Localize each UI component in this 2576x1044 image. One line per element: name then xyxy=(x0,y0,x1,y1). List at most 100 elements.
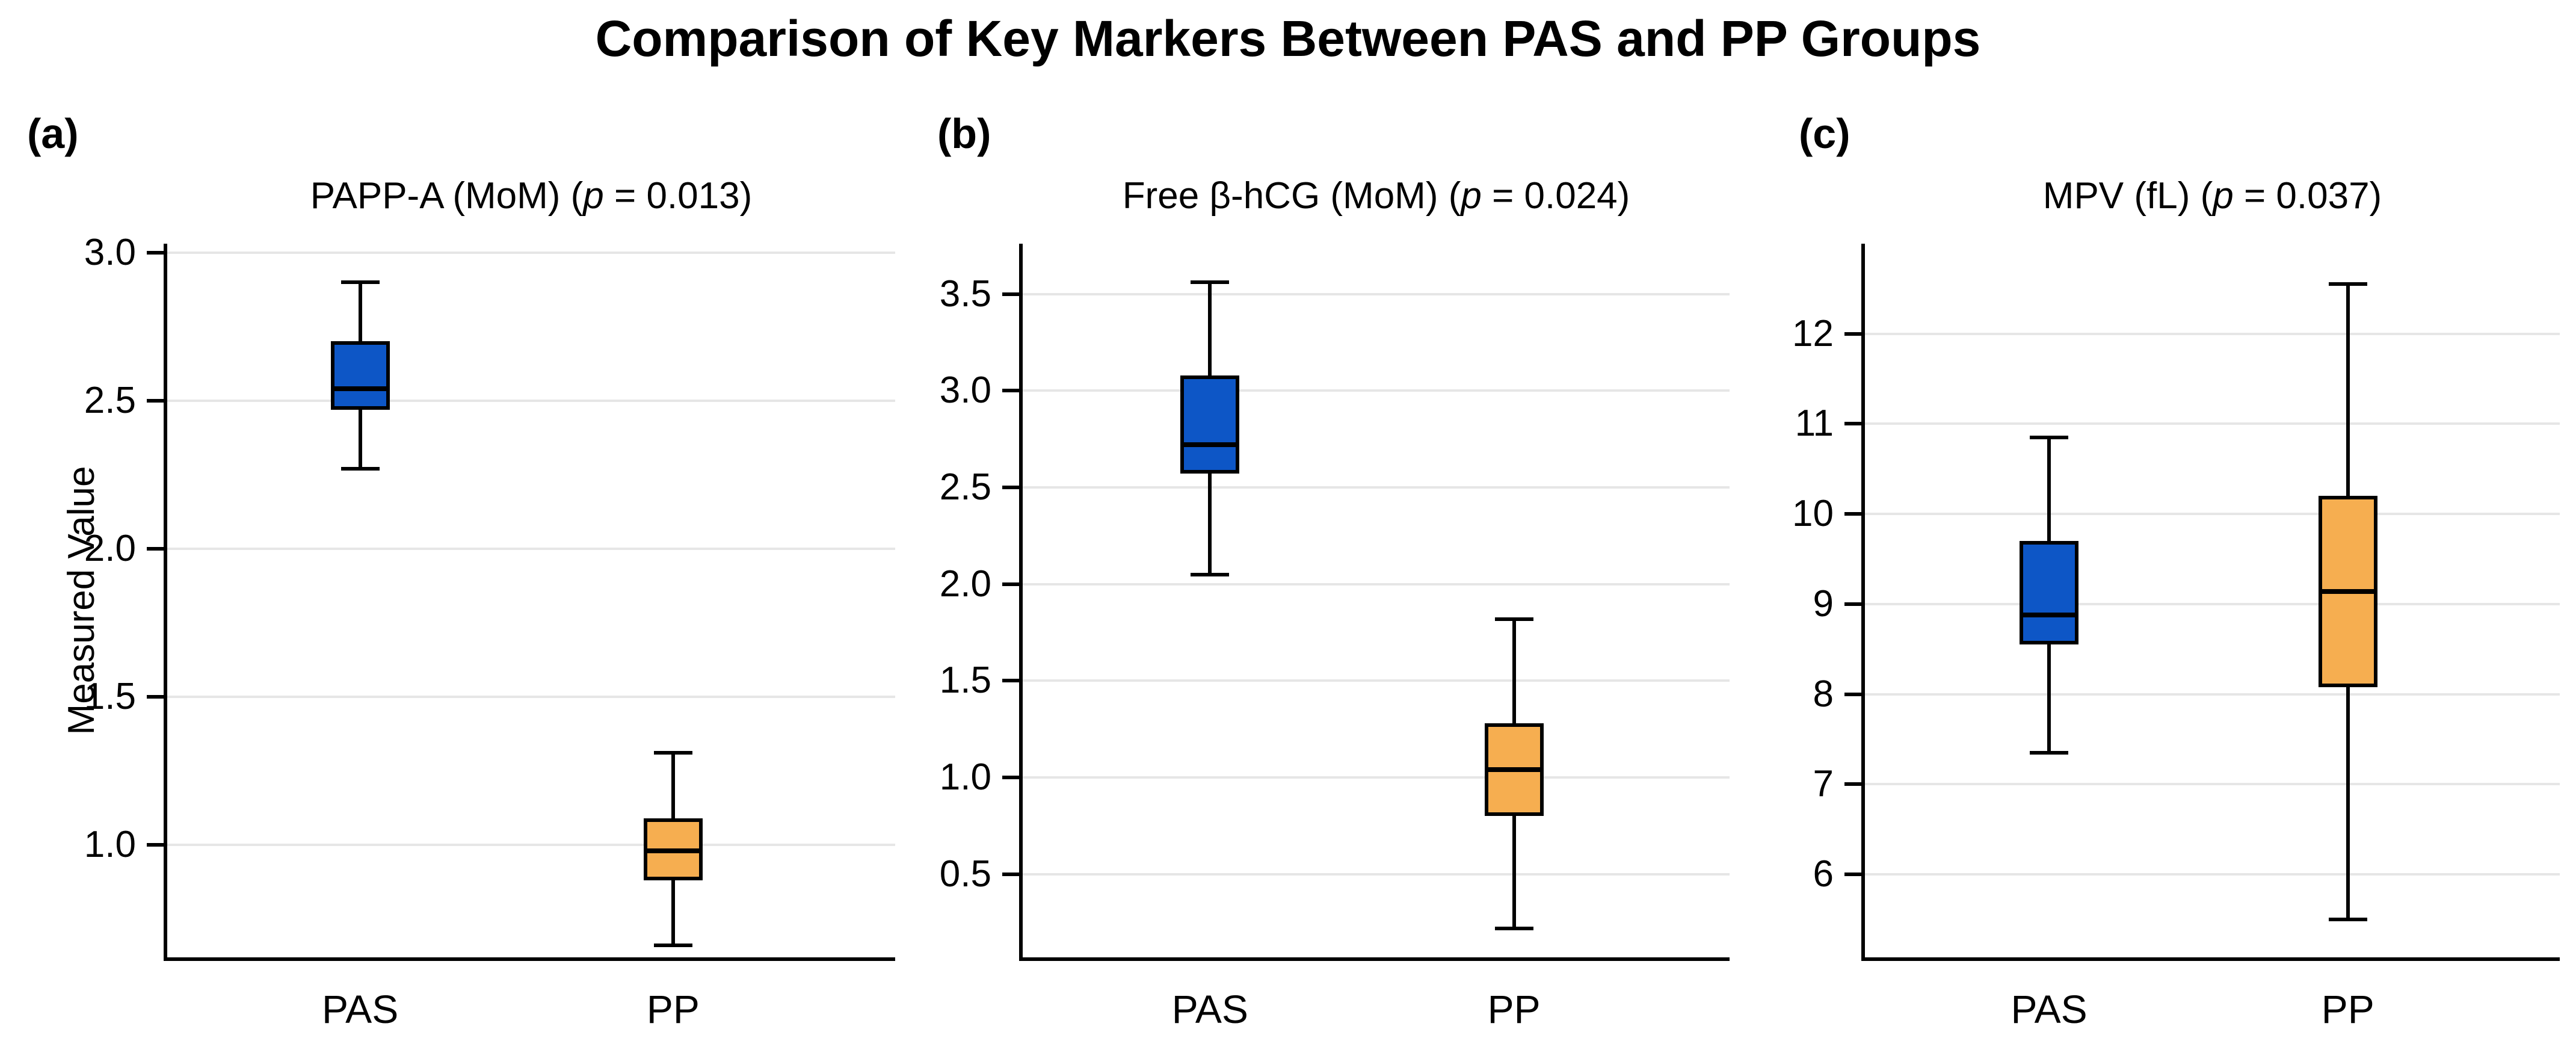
whisker-cap-top-pp xyxy=(1494,617,1533,621)
y-axis xyxy=(164,244,167,961)
y-axis xyxy=(1861,244,1865,961)
y-tick xyxy=(1002,485,1019,489)
y-axis xyxy=(1019,244,1023,961)
y-tick-label: 2.5 xyxy=(84,379,136,421)
plot-area-c: 12 11 10 9 8 7 6 PAS PP xyxy=(1792,244,2560,1031)
gridline xyxy=(1865,693,2560,696)
gridline xyxy=(1023,389,1730,392)
median-line-pp xyxy=(2318,589,2377,595)
whisker-cap-top-pp xyxy=(2328,282,2367,286)
median-line-pas xyxy=(330,386,390,392)
category-label-pp: PP xyxy=(646,987,700,1031)
plot-area-b: 3.5 3.0 2.5 2.0 1.5 1.0 0.5 PAS PP xyxy=(940,244,1730,1031)
category-label-pp: PP xyxy=(2321,987,2374,1031)
y-tick xyxy=(1002,389,1019,393)
y-tick-label: 10 xyxy=(1792,493,1834,535)
gridline xyxy=(167,695,895,698)
panel-subtitle-b: Free β-hCG (MoM) (p = 0.024) xyxy=(1122,175,1630,217)
panel-letter-b: (b) xyxy=(937,110,991,157)
y-tick-label: 11 xyxy=(1795,403,1834,445)
gridline xyxy=(1865,602,2560,605)
whisker-cap-bottom-pp xyxy=(2328,918,2367,922)
gridline xyxy=(1865,783,2560,786)
panel-subtitle-a: PAPP-A (MoM) (p = 0.013) xyxy=(310,175,753,217)
gridline xyxy=(1023,776,1730,779)
whisker-cap-bottom-pas xyxy=(1191,572,1230,576)
y-tick-label: 2.0 xyxy=(84,527,136,569)
gridline xyxy=(1023,486,1730,489)
gridline xyxy=(1023,679,1730,682)
y-tick-label: 1.0 xyxy=(84,823,136,865)
y-tick xyxy=(1002,582,1019,586)
panel-subtitle-c: MPV (fL) (p = 0.037) xyxy=(2042,175,2382,217)
median-line-pas xyxy=(2020,612,2079,617)
whisker-cap-top-pas xyxy=(340,280,380,284)
whisker-cap-bottom-pas xyxy=(340,467,380,471)
y-tick-label: 3.5 xyxy=(939,273,991,315)
whisker-cap-bottom-pp xyxy=(653,944,692,948)
gridline xyxy=(1865,873,2560,876)
y-tick xyxy=(147,398,164,403)
y-axis-label: Measured Value xyxy=(61,466,102,735)
category-label-pas: PAS xyxy=(322,987,399,1031)
panel-letter-c: (c) xyxy=(1799,110,1850,157)
figure-title: Comparison of Key Markers Between PAS an… xyxy=(595,10,1981,67)
y-tick xyxy=(147,250,164,255)
gridline xyxy=(1023,582,1730,585)
y-tick-label: 8 xyxy=(1813,673,1834,715)
gridline xyxy=(1865,332,2560,335)
y-tick-label: 2.5 xyxy=(939,466,991,508)
gridline xyxy=(167,399,895,402)
gridline xyxy=(1023,873,1730,876)
category-label-pas: PAS xyxy=(2011,987,2088,1031)
y-tick-label: 0.5 xyxy=(939,853,991,895)
y-tick xyxy=(147,546,164,551)
box-pas xyxy=(1180,375,1240,474)
plot-area-a: 3.0 2.5 2.0 1.5 1.0 Measured Value PAS PP xyxy=(61,233,895,1031)
gridline xyxy=(1023,292,1730,295)
y-tick xyxy=(1844,512,1861,516)
y-tick xyxy=(147,842,164,847)
y-tick xyxy=(1002,679,1019,683)
whisker-cap-bottom-pas xyxy=(2030,751,2069,755)
y-tick xyxy=(1844,422,1861,426)
y-tick-label: 6 xyxy=(1813,853,1834,895)
y-tick-label: 1.0 xyxy=(939,756,991,798)
y-tick xyxy=(1844,332,1861,336)
y-tick-label: 7 xyxy=(1813,763,1834,805)
gridline xyxy=(1865,513,2560,516)
y-tick xyxy=(1002,872,1019,876)
y-tick xyxy=(1002,292,1019,296)
y-tick xyxy=(1844,602,1861,606)
panel-letter-a: (a) xyxy=(27,110,79,157)
y-tick-label: 9 xyxy=(1813,582,1834,625)
y-tick-label: 2.0 xyxy=(939,563,991,605)
x-axis xyxy=(1861,957,2560,961)
y-tick xyxy=(1844,782,1861,786)
y-tick-label: 3.0 xyxy=(84,231,136,273)
y-tick-label: 12 xyxy=(1792,312,1834,354)
gridline xyxy=(167,547,895,550)
box-pas xyxy=(330,341,390,410)
category-label-pp: PP xyxy=(1487,987,1541,1031)
gridline xyxy=(167,251,895,254)
whisker-cap-top-pas xyxy=(1191,280,1230,285)
x-axis xyxy=(1019,957,1730,961)
median-line-pas xyxy=(1180,442,1240,448)
whisker-cap-top-pas xyxy=(2030,435,2069,439)
whisker-cap-bottom-pp xyxy=(1494,926,1533,930)
x-axis xyxy=(164,957,895,961)
gridline xyxy=(167,843,895,846)
median-line-pp xyxy=(1484,767,1544,773)
y-tick xyxy=(1844,692,1861,696)
y-tick xyxy=(147,694,164,699)
whisker-cap-top-pp xyxy=(653,751,692,755)
y-tick xyxy=(1844,873,1861,877)
gridline xyxy=(1865,422,2560,425)
median-line-pp xyxy=(643,848,703,853)
category-label-pas: PAS xyxy=(1171,987,1248,1031)
y-tick xyxy=(1002,776,1019,780)
y-tick-label: 3.0 xyxy=(939,369,991,412)
box-pas xyxy=(2020,541,2079,645)
